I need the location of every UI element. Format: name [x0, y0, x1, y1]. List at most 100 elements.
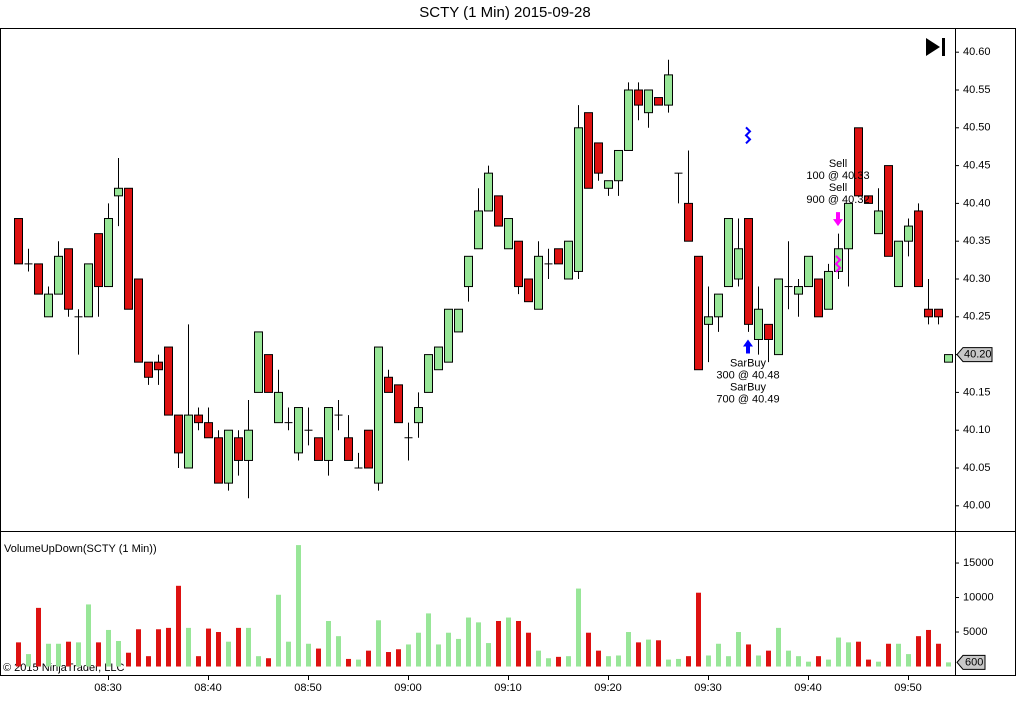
volume-bar	[426, 613, 431, 667]
x-tick-label: 09:00	[394, 682, 422, 694]
candle-body	[944, 354, 953, 363]
candle-body	[384, 376, 393, 393]
volume-bar	[506, 617, 511, 667]
candle-body	[924, 308, 933, 318]
volume-bar	[366, 650, 371, 667]
candle-body	[774, 278, 783, 356]
volume-bar	[906, 654, 911, 667]
y-tick-label: 40.15	[963, 386, 991, 398]
y-tick-label: 40.25	[963, 311, 991, 323]
volume-bar	[386, 652, 391, 667]
volume-bar	[286, 641, 291, 667]
candle-body	[714, 293, 723, 318]
candle-body	[824, 270, 833, 310]
x-tick-label: 09:30	[694, 682, 722, 694]
candle-body	[424, 354, 433, 393]
candle-body	[264, 354, 273, 393]
volume-bar	[346, 658, 351, 667]
last-volume-marker	[956, 654, 986, 670]
candle-body	[584, 112, 593, 189]
candle-body	[634, 89, 643, 106]
volume-bar	[396, 649, 401, 667]
volume-bar	[686, 656, 691, 667]
volume-bar	[306, 643, 311, 667]
candle-body	[604, 180, 613, 189]
candle-body	[754, 308, 763, 340]
volume-bar	[496, 620, 501, 667]
volume-bar	[806, 661, 811, 667]
candle-body	[914, 210, 923, 288]
candle-body	[434, 346, 443, 371]
y-tick-label: 40.35	[963, 235, 991, 247]
volume-bar	[626, 632, 631, 667]
candle-body	[664, 74, 673, 106]
candle-body	[254, 331, 263, 393]
x-tick-label: 09:10	[494, 682, 522, 694]
volume-bar	[876, 661, 881, 667]
volume-bar	[56, 643, 61, 667]
volume-bar	[736, 632, 741, 667]
candle-body	[564, 240, 573, 280]
volume-bar	[236, 627, 241, 667]
candle-body	[794, 286, 803, 295]
candle-body	[804, 255, 813, 288]
candle-body	[44, 293, 53, 318]
candle-body	[534, 255, 543, 310]
panel-title: VolumeUpDown(SCTY (1 Min))	[4, 543, 157, 555]
volume-bar	[816, 656, 821, 667]
last-volume-label: 600	[965, 656, 983, 668]
execution-marker	[834, 255, 842, 273]
y-tick-label: 40.40	[963, 197, 991, 209]
candle-body	[444, 308, 453, 363]
volume-bar	[716, 643, 721, 667]
candle-body	[94, 233, 103, 288]
candle-body	[744, 218, 753, 325]
candle-body	[574, 127, 583, 272]
volume-bar	[96, 642, 101, 667]
y-tick-label: 40.05	[963, 462, 991, 474]
candle-body	[184, 414, 193, 469]
x-tick-label: 09:50	[894, 682, 922, 694]
volume-bar	[476, 622, 481, 667]
volume-bar	[436, 644, 441, 667]
volume-bar	[256, 656, 261, 667]
volume-bar	[336, 636, 341, 667]
candle-body	[494, 195, 503, 227]
y-tick-label: 40.55	[963, 84, 991, 96]
execution-marker	[744, 126, 752, 145]
volume-bar	[36, 607, 41, 667]
volume-bar	[406, 644, 411, 667]
volume-bar	[536, 650, 541, 667]
volume-bar	[866, 659, 871, 667]
candle-body	[934, 308, 943, 318]
execution-label: SarBuy	[730, 357, 767, 369]
candle-body	[374, 346, 383, 484]
candle-body	[884, 165, 893, 257]
volume-bar	[146, 656, 151, 667]
candle-body	[164, 346, 173, 416]
candle-body	[274, 391, 283, 424]
volume-bar	[276, 594, 281, 667]
go-to-end-button[interactable]	[926, 38, 945, 56]
volume-bar	[136, 629, 141, 667]
volume-bar	[216, 632, 221, 667]
candle-body	[464, 255, 473, 288]
volume-bar	[776, 627, 781, 667]
volume-bar	[936, 643, 941, 667]
volume-bar	[196, 656, 201, 667]
volume-bar	[786, 650, 791, 667]
candle-body	[894, 240, 903, 288]
x-tick-label: 09:40	[794, 682, 822, 694]
candle-body	[324, 407, 333, 461]
candle-body	[34, 263, 43, 295]
candle-body	[394, 384, 403, 424]
volume-bar	[356, 659, 361, 667]
execution-label: 900 @ 40.32	[806, 194, 869, 206]
volume-bar	[846, 642, 851, 667]
volume-bar	[166, 627, 171, 667]
candle-body	[684, 202, 693, 242]
candle-body	[64, 248, 73, 310]
candle-body	[764, 323, 773, 340]
volume-bar	[26, 654, 31, 667]
